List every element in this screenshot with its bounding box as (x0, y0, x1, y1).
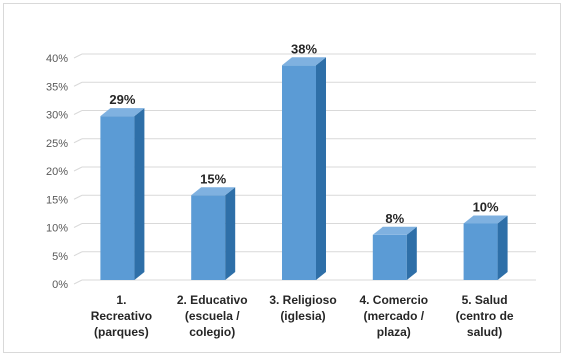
y-tick-label: 10% (46, 223, 68, 235)
x-tick-label-line: 5. Salud (462, 293, 508, 307)
x-tick-label-line: (iglesia) (280, 309, 325, 323)
y-tick-label: 20% (46, 166, 68, 178)
bar-top (372, 226, 417, 235)
bar (372, 226, 417, 280)
gridline-diag (73, 194, 83, 200)
y-tick-label: 5% (52, 251, 68, 263)
bar-side (134, 108, 145, 281)
bar (191, 187, 236, 280)
x-tick-label-line: 1. (116, 293, 126, 307)
gridline-diag (73, 279, 83, 285)
gridline-diag (73, 81, 83, 87)
bar-front (463, 223, 498, 280)
y-tick-label: 40% (46, 53, 68, 65)
y-tick-label: 0% (52, 279, 68, 291)
x-tick-label-line: (escuela / (185, 309, 240, 323)
y-tick-label: 30% (46, 110, 68, 122)
bar-side (225, 187, 236, 280)
data-label: 8% (385, 211, 404, 226)
bar-front (100, 116, 135, 281)
x-tick-label-line: colegio) (189, 325, 235, 339)
bar-top (463, 215, 508, 224)
chart-frame: 0% 5% 10% 15% 20% 25% 30% 35% 40% 29% 1. Recreativo… (3, 3, 561, 353)
x-tick-label-line: (mercado / (363, 309, 424, 323)
x-tick-label-line: (parques) (94, 325, 149, 339)
gridline-diag (73, 166, 83, 172)
x-tick-label-line: (centro de (456, 309, 514, 323)
gridline-diag (73, 53, 83, 59)
gridline-diag (73, 223, 83, 228)
x-tick-label-line: 3. Religioso (269, 293, 336, 307)
bar (463, 215, 508, 280)
bar-front (372, 234, 407, 280)
x-tick-label: 4. Comercio (mercado / plaza) (359, 293, 428, 339)
data-label: 29% (109, 92, 135, 107)
x-tick-label-line: 2. Educativo (177, 293, 248, 307)
bar-side (316, 57, 326, 280)
bar (100, 108, 145, 281)
x-tick-label: 3. Religioso (iglesia) (269, 293, 336, 323)
data-label: 15% (200, 171, 226, 186)
x-tick-label-line: 4. Comercio (359, 293, 428, 307)
data-label: 38% (291, 41, 317, 56)
y-tick-label: 15% (46, 194, 68, 206)
data-label: 10% (473, 200, 499, 215)
bar-front (191, 195, 226, 280)
y-tick-label: 35% (46, 81, 68, 93)
x-tick-label-line: plaza) (377, 325, 411, 339)
x-tick-label: 2. Educativo (escuela / colegio) (177, 293, 248, 339)
bar-front (282, 65, 316, 280)
bar (282, 57, 326, 280)
y-tick-label: 25% (46, 138, 68, 150)
x-tick-label-line: salud) (467, 325, 502, 339)
gridline-diag (73, 251, 83, 257)
bar-top (282, 57, 326, 66)
bar-side (497, 215, 508, 280)
gridline-diag (73, 110, 83, 115)
bar-chart: 0% 5% 10% 15% 20% 25% 30% 35% 40% 29% 1. Recreativo… (46, 41, 536, 339)
x-tick-label-line: Recreativo (91, 309, 152, 323)
bar-side (406, 226, 417, 280)
bar-top (191, 187, 236, 196)
bar-top (100, 108, 145, 117)
gridline-diag (73, 138, 83, 144)
x-tick-label: 5. Salud (centro de salud) (456, 293, 514, 339)
x-tick-label: 1. Recreativo (parques) (91, 293, 152, 339)
